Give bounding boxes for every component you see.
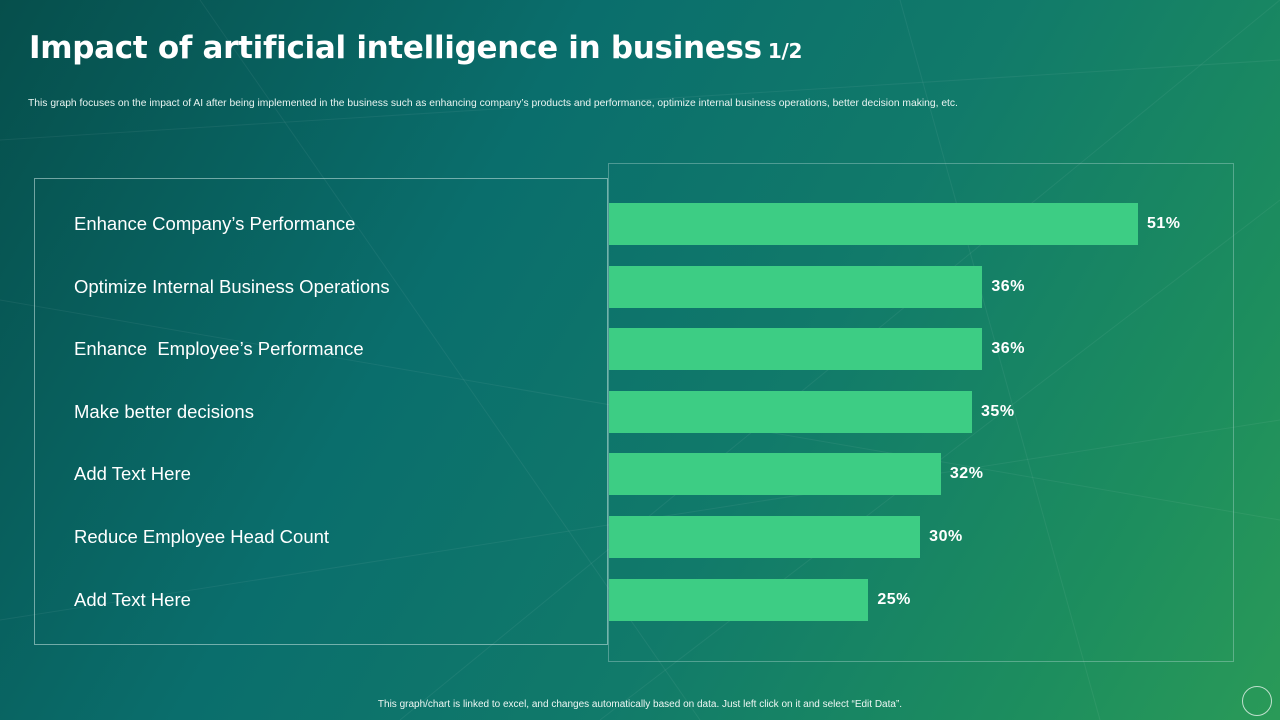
category-label: Make better decisions [74, 400, 254, 422]
bar[interactable] [609, 578, 869, 621]
bar[interactable] [609, 453, 941, 496]
bar-value-label: 32% [949, 465, 984, 483]
category-label: Enhance Employee’s Performance [74, 338, 364, 360]
bar[interactable] [609, 203, 1138, 245]
category-label: Reduce Employee Head Count [74, 526, 330, 547]
bar-value-label: 35% [981, 402, 1015, 420]
bar-value-label: 51% [1147, 215, 1181, 232]
category-label: Enhance Company’s Performance [74, 213, 356, 234]
category-label-panel [34, 178, 608, 645]
bar-value-label: 36% [991, 277, 1025, 295]
footer-note: This graph/chart is linked to excel, and… [377, 699, 903, 710]
page-subtitle: This graph focuses on the impact of AI a… [28, 98, 958, 109]
bar[interactable] [609, 265, 983, 308]
category-label: Optimize Internal Business Operations [74, 275, 390, 297]
navigation-circle-icon[interactable] [1242, 686, 1272, 716]
bar-chart-area[interactable] [608, 163, 1234, 662]
page-indicator: 1/2 [767, 39, 803, 63]
category-label: Add Text Here [74, 463, 191, 485]
category-label: Add Text Here [74, 588, 191, 610]
title-text: Impact of artificial intelligence in bus… [29, 30, 762, 66]
bar-value-label: 25% [877, 590, 911, 608]
bar[interactable] [609, 328, 983, 371]
bar[interactable] [609, 516, 921, 558]
bar[interactable] [609, 390, 973, 433]
bar-value-label: 30% [929, 528, 963, 545]
bar-value-label: 36% [991, 340, 1025, 358]
page-title: Impact of artificial intelligence in bus… [29, 30, 802, 66]
